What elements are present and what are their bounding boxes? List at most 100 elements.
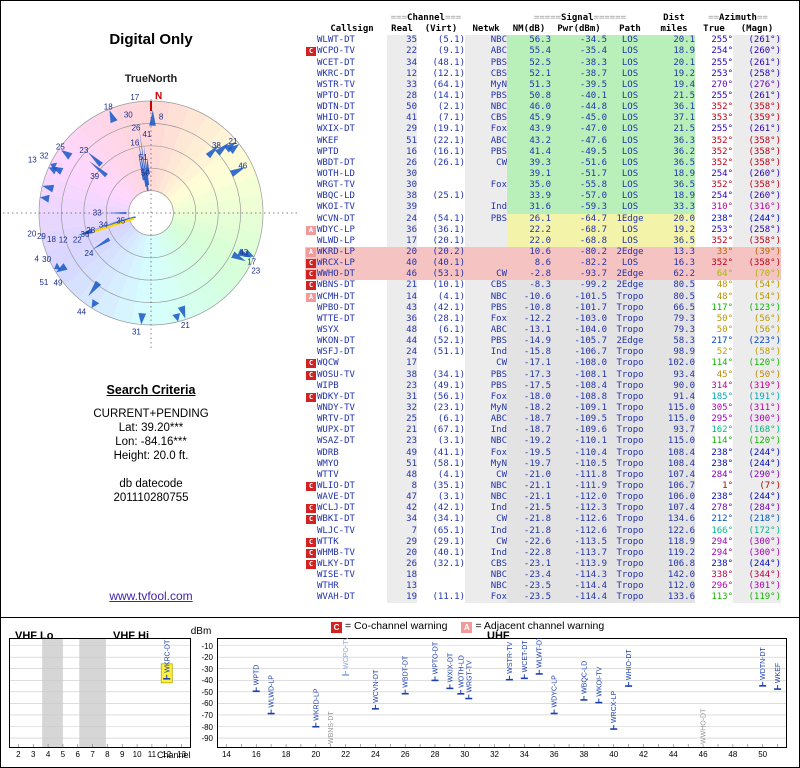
cell-callsign[interactable]: WPTD bbox=[317, 146, 339, 157]
cell-magnetic-azimuth: (244°) bbox=[733, 558, 781, 571]
cell-callsign[interactable]: WLWD-LP bbox=[317, 235, 355, 246]
cell-virtual-channel: (29.1) bbox=[432, 536, 465, 547]
cell-callsign[interactable]: WKEF bbox=[317, 135, 339, 146]
cell-callsign[interactable]: WLKY-DT bbox=[317, 558, 355, 569]
cell-callsign[interactable]: WKOI-TV bbox=[317, 202, 355, 213]
cell-callsign[interactable]: WMYO bbox=[317, 458, 339, 469]
cell-callsign[interactable]: WAVE-DT bbox=[317, 492, 355, 503]
cell-callsign[interactable]: WSYX bbox=[317, 325, 339, 335]
cell-warning bbox=[305, 113, 317, 124]
co-channel-warning-badge: C bbox=[306, 259, 316, 269]
cell-callsign[interactable]: WKON-DT bbox=[317, 336, 355, 347]
cell-callsign[interactable]: WNDY-TV bbox=[317, 402, 355, 413]
cell-virtual-channel: (5.1) bbox=[437, 35, 465, 46]
cell-callsign[interactable]: WUPX-DT bbox=[317, 425, 355, 436]
radar-signal-spoke bbox=[88, 152, 103, 167]
cell-true-azimuth: 295° bbox=[711, 414, 733, 425]
cell-callsign[interactable]: WWHO-DT bbox=[317, 269, 387, 281]
cell-callsign[interactable]: WSTR-TV bbox=[317, 79, 355, 90]
cell-noise-margin: 52.1 bbox=[507, 68, 551, 80]
cell-path: 1Edge bbox=[607, 213, 653, 225]
cell-callsign[interactable]: WKRD-LP bbox=[317, 246, 387, 259]
cell-network: PBS bbox=[465, 213, 507, 225]
cell-callsign[interactable]: WISE-TV bbox=[317, 570, 355, 581]
cell-callsign[interactable]: WDRB bbox=[317, 447, 339, 458]
cell-callsign[interactable]: WDTN-DT bbox=[317, 102, 355, 113]
cell-noise-margin: -22.8 bbox=[507, 547, 551, 559]
cell-callsign[interactable]: WLWT-DT bbox=[317, 35, 355, 46]
cell-noise-margin: 33.9 bbox=[507, 191, 551, 203]
cell-callsign[interactable]: WVAH-DT bbox=[317, 592, 355, 603]
dbm-tick-label: -80 bbox=[201, 722, 213, 732]
cell-callsign[interactable]: WQCW bbox=[317, 358, 339, 369]
station-label: WBQC-LD bbox=[581, 661, 588, 694]
cell-callsign[interactable]: WBDT-DT bbox=[317, 157, 355, 168]
cell-callsign[interactable]: WPBO-DT bbox=[317, 302, 355, 313]
cell-callsign[interactable]: WRGT-TV bbox=[317, 180, 355, 191]
cell-callsign[interactable]: WSAZ-DT bbox=[317, 436, 355, 447]
table-group-header-row: ===Channel=== =====Signal====== Dist ==A… bbox=[305, 13, 781, 24]
cell-virtual-channel: (11.1) bbox=[432, 592, 465, 603]
cell-noise-margin: -15.8 bbox=[507, 347, 551, 359]
cell-power: -111.8 bbox=[551, 469, 607, 481]
cell-callsign[interactable]: WRTV-DT bbox=[317, 414, 355, 425]
cell-magnetic-azimuth: (284°) bbox=[733, 503, 781, 515]
cell-true-azimuth: 45° bbox=[716, 369, 733, 380]
cell-path: Tropo bbox=[607, 369, 653, 381]
cell-path: Tropo bbox=[607, 425, 653, 437]
cell-callsign[interactable]: WPTO-DT bbox=[317, 91, 355, 102]
cell-callsign[interactable]: WLJC-TV bbox=[317, 525, 355, 536]
cell-callsign[interactable]: WHMB-TV bbox=[317, 547, 355, 558]
cell-callsign[interactable]: WHIO-DT bbox=[317, 113, 355, 124]
cell-callsign[interactable]: WTTE-DT bbox=[317, 313, 355, 324]
cell-true-azimuth: 278° bbox=[711, 503, 733, 514]
cell-real-channel: 16 bbox=[387, 146, 417, 158]
cell-callsign[interactable]: WTTV bbox=[317, 469, 339, 480]
cell-noise-margin: -19.7 bbox=[507, 458, 551, 470]
cell-callsign[interactable]: WCLJ-DT bbox=[317, 503, 355, 514]
cell-callsign[interactable]: WBNS-DT bbox=[317, 280, 355, 291]
radar-signal-spoke bbox=[78, 228, 93, 236]
cell-power: -47.6 bbox=[551, 135, 607, 147]
cell-distance: 19.2 bbox=[653, 224, 695, 236]
cell-callsign[interactable]: WCMH-DT bbox=[317, 291, 355, 302]
cell-warning: C bbox=[305, 258, 317, 270]
tvfool-site-link[interactable]: www.tvfool.com bbox=[109, 589, 193, 603]
cell-callsign[interactable]: WDYC-LP bbox=[317, 224, 355, 235]
cell-callsign[interactable]: WBKI-DT bbox=[317, 514, 355, 525]
cell-callsign[interactable]: WCPO-TV bbox=[317, 46, 355, 57]
cell-callsign[interactable]: WTTK bbox=[317, 536, 339, 547]
cell-callsign[interactable]: WBQC-LD bbox=[317, 191, 355, 202]
radar-channel-label: 31 bbox=[132, 327, 141, 336]
cell-callsign[interactable]: WCET-DT bbox=[317, 57, 355, 68]
table-row: WBQC-LD 38 (25.1) 33.9 -57.0 LOS 18.9 254° (260°… bbox=[305, 191, 781, 203]
cell-virtual-channel: (16.1) bbox=[432, 146, 465, 157]
cell-power: -109.5 bbox=[551, 414, 607, 426]
cell-real-channel: 48 bbox=[387, 324, 417, 337]
cell-virtual-channel: (10.1) bbox=[432, 280, 465, 291]
cell-callsign[interactable]: WOTH-LD bbox=[317, 169, 355, 180]
cell-network: CW bbox=[465, 514, 507, 526]
co-channel-warning-badge: C bbox=[306, 559, 316, 569]
cell-callsign[interactable]: WXIX-DT bbox=[317, 124, 355, 135]
cell-true-azimuth: 1° bbox=[722, 480, 733, 491]
cell-network: CW bbox=[465, 269, 507, 281]
cell-true-azimuth: 217° bbox=[711, 336, 733, 347]
cell-path: Tropo bbox=[607, 291, 653, 303]
cell-noise-margin: -21.8 bbox=[507, 525, 551, 537]
cell-callsign[interactable]: WCVN-DT bbox=[317, 213, 355, 224]
cell-callsign[interactable]: WIPB bbox=[317, 380, 339, 391]
cell-callsign[interactable]: WRCX-LP bbox=[317, 258, 387, 270]
cell-virtual-channel: (48.1) bbox=[432, 57, 465, 68]
cell-distance: 36.3 bbox=[653, 135, 695, 147]
cell-callsign[interactable]: WSFJ-DT bbox=[317, 347, 355, 358]
cell-power: -57.0 bbox=[551, 191, 607, 203]
co-channel-warning-badge: C bbox=[306, 515, 316, 525]
cell-callsign[interactable]: WDKY-DT bbox=[317, 391, 355, 402]
cell-power: -106.7 bbox=[551, 347, 607, 359]
cell-callsign[interactable]: WOSU-TV bbox=[317, 369, 355, 380]
cell-callsign[interactable]: WLIO-DT bbox=[317, 480, 355, 491]
cell-distance: 98.9 bbox=[653, 347, 695, 359]
cell-callsign[interactable]: WKRC-DT bbox=[317, 68, 355, 79]
cell-callsign[interactable]: WTHR bbox=[317, 581, 339, 592]
